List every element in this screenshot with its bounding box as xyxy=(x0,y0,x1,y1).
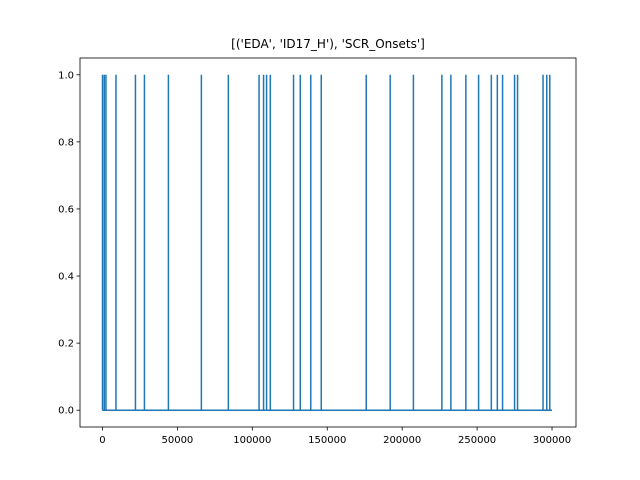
x-tick-label: 50000 xyxy=(161,435,193,446)
axes: 0 50000 100000 150000 200000 250000 300000 0.0 0… xyxy=(58,57,577,446)
x-tick-label: 0 xyxy=(99,435,105,446)
plot-area xyxy=(101,74,553,411)
y-tick-label: 1.0 xyxy=(58,70,74,81)
chart-title: [('EDA', 'ID17_H'), 'SCR_Onsets'] xyxy=(231,37,425,51)
y-tick-label: 0.6 xyxy=(58,204,74,215)
x-tick-label: 150000 xyxy=(308,435,346,446)
y-tick-label: 0.2 xyxy=(58,339,74,350)
x-tick-label: 250000 xyxy=(458,435,496,446)
axes-frame xyxy=(79,57,577,428)
y-tick-label: 0.4 xyxy=(58,272,74,283)
x-tick-label: 300000 xyxy=(533,435,571,446)
series-line xyxy=(101,74,553,411)
x-tick-label: 200000 xyxy=(383,435,421,446)
x-tick-label: 100000 xyxy=(233,435,271,446)
y-tick-label: 0.0 xyxy=(58,406,74,417)
y-tick-label: 0.8 xyxy=(58,137,74,148)
